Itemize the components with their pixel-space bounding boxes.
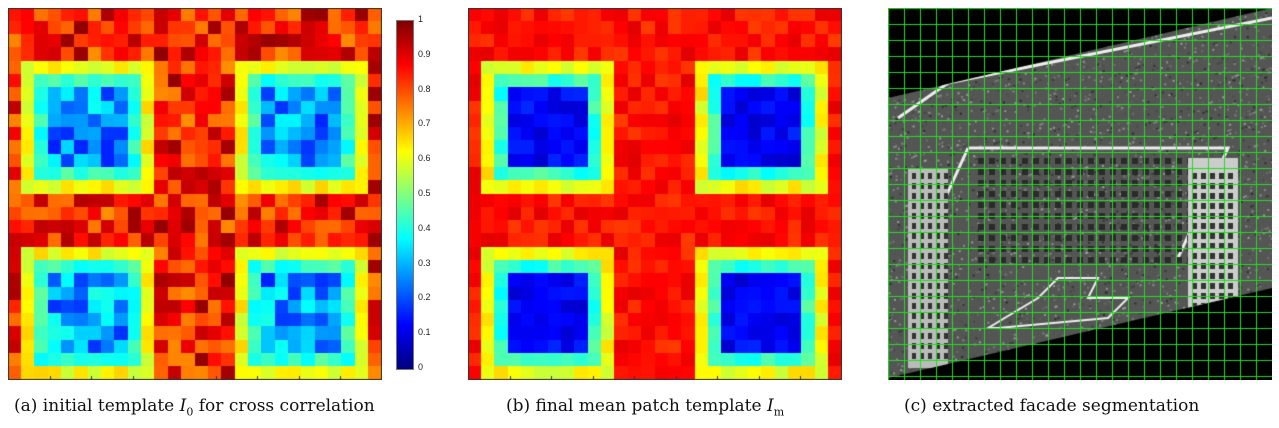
colorbar-tick-label: 0 bbox=[418, 362, 424, 372]
caption-c: (c) extracted facade segmentation bbox=[904, 396, 1200, 416]
colorbar-tick-label: 0.6 bbox=[418, 153, 431, 164]
facade-segmentation-image bbox=[888, 8, 1272, 380]
colorbar-tick-label: 0.1 bbox=[418, 327, 431, 338]
caption-a: (a) initial template I0 for cross correl… bbox=[14, 396, 375, 419]
colorbar-tick-label: 0.2 bbox=[418, 292, 431, 303]
heatmap-canvas-b bbox=[468, 8, 842, 380]
colorbar-tick-label: 0.9 bbox=[418, 48, 431, 59]
caption-b: (b) final mean patch template Im bbox=[506, 396, 785, 419]
colorbar-gradient bbox=[397, 21, 413, 369]
colorbar-tick-label: 0.8 bbox=[418, 83, 431, 94]
colorbar-tick-label: 0.3 bbox=[418, 257, 431, 268]
colorbar bbox=[396, 20, 414, 370]
facade-segmentation-canvas bbox=[888, 8, 1272, 380]
colorbar-tick-label: 0.4 bbox=[418, 222, 431, 233]
heatmap-initial-template bbox=[8, 8, 382, 380]
colorbar-tick-label: 1 bbox=[418, 14, 424, 24]
heatmap-final-template bbox=[468, 8, 842, 380]
colorbar-tick-label: 0.7 bbox=[418, 118, 431, 129]
colorbar-tick-label: 0.5 bbox=[418, 188, 431, 198]
heatmap-canvas-a bbox=[8, 8, 382, 380]
